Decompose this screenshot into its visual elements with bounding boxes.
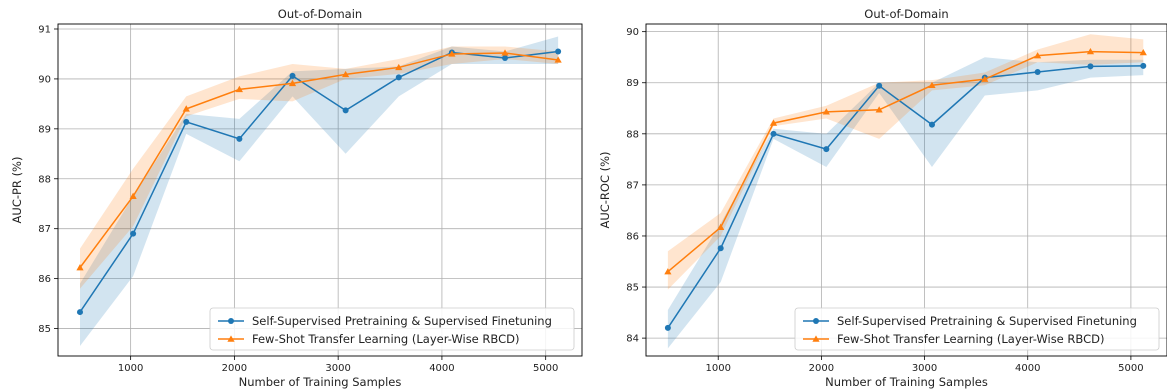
chart-title: Out-of-Domain	[864, 7, 948, 21]
y-tick-label: 86	[626, 231, 639, 242]
x-tick-label: 2000	[222, 363, 247, 374]
data-point	[396, 74, 402, 80]
confidence-band	[80, 46, 558, 288]
data-point	[665, 325, 671, 331]
data-point	[929, 122, 935, 128]
y-tick-label: 86	[38, 274, 51, 285]
legend-label: Few-Shot Transfer Learning (Layer-Wise R…	[252, 332, 519, 346]
y-tick-label: 85	[38, 324, 51, 335]
x-tick-label: 3000	[912, 363, 937, 374]
legend-marker	[813, 318, 819, 324]
y-tick-label: 84	[626, 334, 639, 345]
legend: Self-Supervised Pretraining & Supervised…	[210, 308, 574, 350]
chart-panel: 1000 2000 3000 4000 5000 84 85 86 87 88 89 90 Out-of…	[598, 7, 1167, 389]
y-tick-label: 87	[38, 224, 51, 235]
legend-label: Self-Supervised Pretraining & Supervised…	[252, 314, 552, 328]
x-axis-label: Number of Training Samples	[239, 375, 402, 389]
legend: Self-Supervised Pretraining & Supervised…	[795, 308, 1159, 350]
y-axis-label: AUC-ROC (%)	[598, 151, 612, 228]
data-point	[183, 119, 189, 125]
data-point	[343, 107, 349, 113]
data-point	[771, 131, 777, 137]
data-point	[876, 83, 882, 89]
chart-title: Out-of-Domain	[278, 7, 362, 21]
x-tick-label: 2000	[809, 363, 834, 374]
data-point	[290, 73, 296, 79]
legend-marker	[228, 318, 234, 324]
y-tick-label: 85	[626, 283, 639, 294]
y-tick-label: 91	[38, 24, 51, 35]
x-tick-label: 1000	[118, 363, 143, 374]
y-tick-label: 88	[626, 129, 639, 140]
data-point	[823, 146, 829, 152]
y-tick-label: 89	[626, 78, 639, 89]
x-tick-label: 3000	[325, 363, 350, 374]
y-tick-label: 89	[38, 124, 51, 135]
legend-label: Self-Supervised Pretraining & Supervised…	[837, 314, 1137, 328]
x-tick-label: 1000	[705, 363, 730, 374]
data-point	[502, 55, 508, 61]
x-tick-label: 5000	[1118, 363, 1143, 374]
data-point	[236, 136, 242, 142]
data-point	[130, 231, 136, 237]
data-point	[718, 245, 724, 251]
data-point	[1140, 63, 1146, 69]
y-tick-label: 90	[626, 27, 639, 38]
x-tick-label: 5000	[533, 363, 558, 374]
data-point	[555, 48, 561, 54]
x-axis-label: Number of Training Samples	[825, 375, 988, 389]
y-tick-label: 90	[38, 74, 51, 85]
data-point	[77, 309, 83, 315]
x-tick-label: 4000	[429, 363, 454, 374]
y-tick-label: 87	[626, 180, 639, 191]
data-point	[1087, 63, 1093, 69]
x-tick-label: 4000	[1015, 363, 1040, 374]
chart-panel: 1000 2000 3000 4000 5000 85 86 87 88 89 90 91 Out-of…	[10, 7, 582, 389]
y-axis-label: AUC-PR (%)	[10, 157, 24, 224]
data-point	[1035, 69, 1041, 75]
legend-label: Few-Shot Transfer Learning (Layer-Wise R…	[837, 332, 1104, 346]
y-tick-label: 88	[38, 174, 51, 185]
